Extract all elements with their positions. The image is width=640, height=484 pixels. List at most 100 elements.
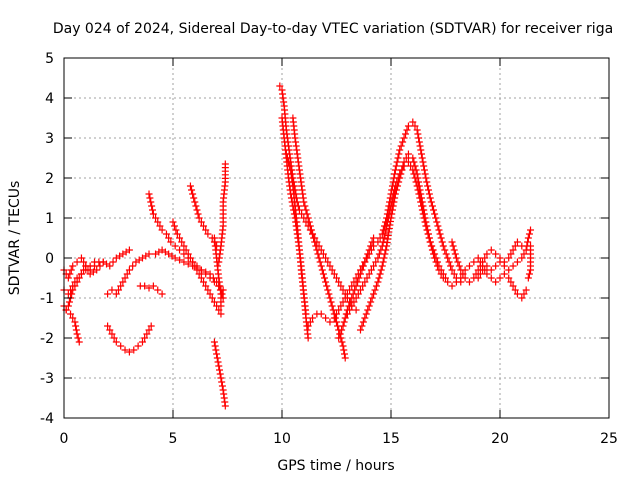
data-point <box>77 254 85 262</box>
data-point <box>423 178 431 186</box>
data-point <box>441 246 449 254</box>
data-point <box>364 306 372 314</box>
data-point <box>381 230 389 238</box>
data-point <box>520 290 528 298</box>
data-point <box>80 258 88 266</box>
data-point <box>206 274 214 282</box>
data-point <box>483 250 491 258</box>
data-point <box>367 266 375 274</box>
data-point <box>75 338 83 346</box>
data-point <box>368 294 376 302</box>
data-point <box>339 286 347 294</box>
data-point <box>479 266 487 274</box>
data-point <box>416 142 424 150</box>
data-point <box>372 258 380 266</box>
data-point <box>180 258 188 266</box>
series-track-x <box>474 226 535 282</box>
data-point <box>356 326 364 334</box>
y-tick-label: 3 <box>45 131 54 147</box>
data-point <box>109 258 117 266</box>
data-point <box>169 218 177 226</box>
data-point <box>314 250 322 258</box>
data-point <box>346 298 354 306</box>
data-point <box>439 242 447 250</box>
data-point <box>165 234 173 242</box>
data-point <box>459 270 467 278</box>
data-point <box>285 158 293 166</box>
data-point <box>210 298 218 306</box>
data-point <box>415 178 423 186</box>
data-point <box>312 242 320 250</box>
data-point <box>377 266 385 274</box>
data-point <box>339 342 347 350</box>
data-point <box>449 242 457 250</box>
data-point <box>217 302 225 310</box>
data-point <box>141 334 149 342</box>
data-point <box>505 254 513 262</box>
data-point <box>341 354 349 362</box>
data-point <box>364 250 372 258</box>
data-point <box>145 326 153 334</box>
x-tick-label: 15 <box>382 431 400 447</box>
chart-title: Day 024 of 2024, Sidereal Day-to-day VTE… <box>53 21 613 37</box>
data-point <box>333 310 340 318</box>
data-point <box>110 334 118 342</box>
data-point <box>368 238 376 246</box>
data-point <box>474 254 482 262</box>
data-point <box>487 266 495 274</box>
data-point <box>339 298 347 306</box>
data-point <box>158 290 166 298</box>
data-point <box>80 266 88 274</box>
data-point <box>518 254 526 262</box>
data-point <box>483 270 491 278</box>
data-point <box>513 258 521 266</box>
data-point <box>465 278 473 286</box>
data-point <box>67 286 75 294</box>
data-point <box>505 266 513 274</box>
data-point <box>193 266 201 274</box>
data-point <box>341 294 349 302</box>
data-point <box>330 314 338 322</box>
data-point <box>527 242 535 250</box>
data-point <box>365 302 373 310</box>
data-point <box>509 282 517 290</box>
data-point <box>184 260 192 268</box>
data-point <box>398 166 406 174</box>
data-point <box>72 322 80 330</box>
data-point <box>328 302 336 310</box>
data-point <box>387 214 395 222</box>
data-point <box>359 262 367 270</box>
data-points <box>60 82 535 410</box>
data-point <box>394 154 402 162</box>
data-point <box>374 254 382 262</box>
data-point <box>389 202 397 210</box>
data-point <box>77 270 85 278</box>
data-point <box>391 166 399 174</box>
data-point <box>509 262 517 270</box>
data-point <box>388 210 396 218</box>
data-point <box>337 282 345 290</box>
data-point <box>195 214 203 222</box>
data-point <box>380 254 388 262</box>
data-point <box>152 214 160 222</box>
data-point <box>505 274 513 282</box>
data-point <box>67 266 75 274</box>
data-point <box>419 158 427 166</box>
series-track-f <box>104 322 155 356</box>
data-point <box>301 202 309 210</box>
data-point <box>335 278 343 286</box>
data-point <box>397 170 405 178</box>
data-point <box>71 278 79 286</box>
y-tick-label: 0 <box>45 251 54 267</box>
data-point <box>415 182 423 190</box>
data-point <box>304 334 312 342</box>
data-point <box>91 262 99 270</box>
data-point <box>336 330 344 338</box>
data-point <box>318 266 326 274</box>
data-point <box>414 174 422 182</box>
data-point <box>390 198 398 206</box>
data-point <box>106 326 114 334</box>
data-point <box>319 270 327 278</box>
data-point <box>450 270 458 278</box>
